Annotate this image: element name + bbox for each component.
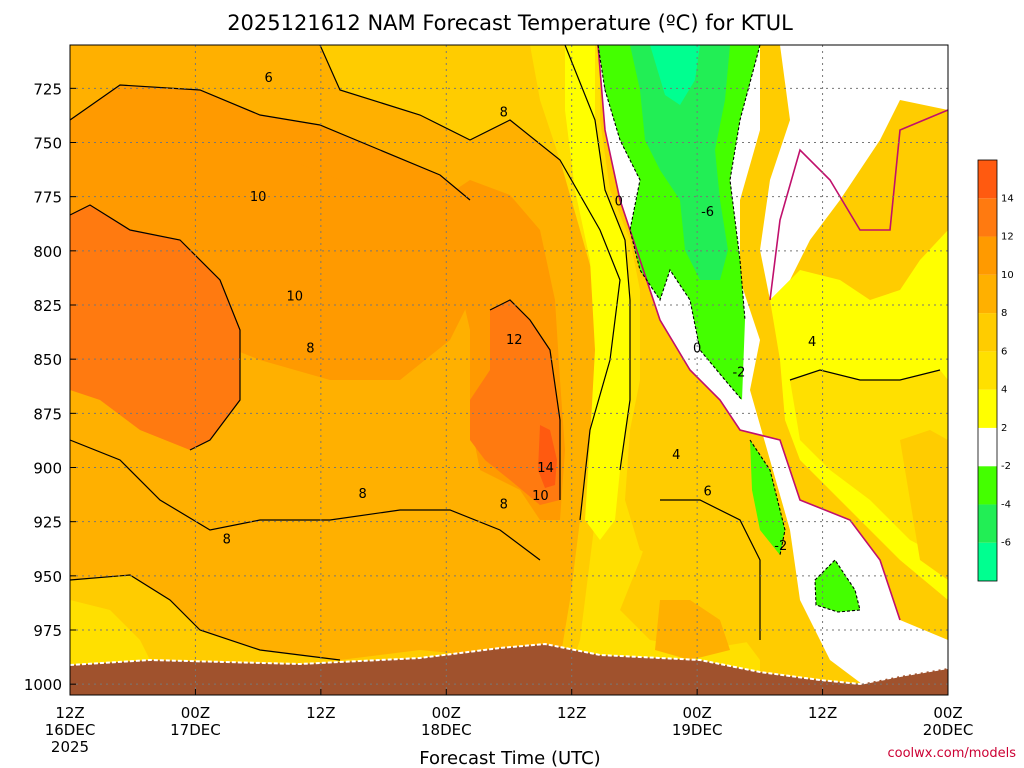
y-tick-label: 975	[33, 622, 62, 640]
contour-label: 4	[672, 448, 680, 463]
x-tick-label: 00Z	[432, 704, 461, 722]
x-tick-label: 00Z	[682, 704, 711, 722]
contour-label: 8	[359, 487, 367, 502]
x-tick-label: 12Z	[306, 704, 335, 722]
x-tick-label: 00Z	[181, 704, 210, 722]
y-tick-label: 800	[33, 243, 62, 261]
x-tick-label: 12Z	[55, 704, 84, 722]
x-tick-label: 17DEC	[170, 721, 221, 739]
colorbar-label: 4	[1001, 385, 1007, 396]
colorbar-swatch	[978, 427, 997, 467]
contour-label: 10	[286, 290, 303, 305]
y-tick-label: 1000	[24, 676, 62, 694]
y-tick-label: 850	[33, 351, 62, 369]
y-tick-label: 875	[33, 405, 62, 423]
contour-label: 14	[537, 461, 554, 476]
colorbar-swatch	[978, 351, 997, 390]
plot-area	[70, 45, 948, 695]
y-tick-label: 950	[33, 568, 62, 586]
cold-dashed-contours	[597, 45, 861, 613]
y-tick-label: 900	[33, 460, 62, 478]
colorbar-label: 12	[1001, 232, 1014, 243]
colorbar: -6 -4 -2 2 4 6 8 10 12 14	[977, 159, 1014, 582]
chart-title: 2025121612 NAM Forecast Temperature (ºC)…	[227, 11, 793, 35]
x-tick-label: 20DEC	[923, 721, 974, 739]
colorbar-label: 6	[1001, 346, 1007, 357]
contour-label: 0	[693, 342, 701, 357]
colorbar-swatch	[978, 542, 997, 581]
contour-label: 12	[506, 333, 523, 348]
contour-labels: 6 8 10 10 8 12 14 10 8 8 8 0 -6 0 -2 4 6 -2 4	[223, 71, 817, 554]
colorbar-label: -6	[1001, 538, 1011, 549]
colorbar-label: 2	[1001, 423, 1007, 434]
credit-text[interactable]: coolwx.com/models	[887, 746, 1016, 761]
contour-label: 6	[703, 485, 711, 500]
plot-frame	[69, 44, 949, 696]
contour-label: 0	[615, 194, 623, 209]
x-tick-label: 12Z	[808, 704, 837, 722]
y-tick-label: 750	[33, 135, 62, 153]
y-tick-label: 725	[33, 80, 62, 98]
freezing-contours	[597, 45, 948, 621]
colorbar-swatch	[978, 160, 997, 199]
x-axis-label: Forecast Time (UTC)	[419, 748, 600, 768]
colorbar-swatch	[978, 198, 997, 237]
colorbar-label: -2	[1001, 461, 1011, 472]
colorbar-label: -4	[1001, 499, 1011, 510]
x-tick-label: 18DEC	[421, 721, 472, 739]
y-tick-label: 825	[33, 297, 62, 315]
contour-label: 8	[306, 342, 314, 357]
y-tick-label: 925	[33, 514, 62, 532]
colorbar-swatch	[978, 274, 997, 314]
colorbar-label: 10	[1001, 270, 1014, 281]
x-tick-label: 16DEC	[45, 721, 96, 739]
contour-label: 10	[250, 190, 267, 205]
colorbar-swatch	[978, 236, 997, 275]
x-tick-label: 19DEC	[672, 721, 723, 739]
x-tick-label: 2025	[51, 738, 89, 756]
colorbar-frame	[977, 159, 998, 582]
contour-label: -6	[701, 205, 714, 220]
contour-lines	[70, 45, 941, 661]
y-tick-label: 775	[33, 189, 62, 207]
contour-label: 8	[223, 532, 231, 547]
colorbar-swatch	[978, 466, 997, 505]
contour-label: -2	[732, 366, 745, 381]
x-tick-label: 12Z	[557, 704, 586, 722]
colorbar-swatch	[978, 313, 997, 352]
contour-label: 8	[500, 106, 508, 121]
colorbar-label: 14	[1001, 193, 1014, 204]
contour-label: -2	[774, 539, 787, 554]
colorbar-label: 8	[1001, 308, 1007, 319]
contour-label: 4	[808, 335, 816, 350]
colorbar-swatch	[978, 504, 997, 543]
colorbar-swatch	[978, 389, 997, 428]
contour-label: 6	[264, 71, 272, 86]
contour-label: 10	[532, 489, 549, 504]
contour-label: 8	[500, 498, 508, 513]
x-tick-label: 00Z	[933, 704, 962, 722]
y-axis: 725 750 775 800 825 850 875 900 925 950 975 1000	[24, 80, 76, 694]
